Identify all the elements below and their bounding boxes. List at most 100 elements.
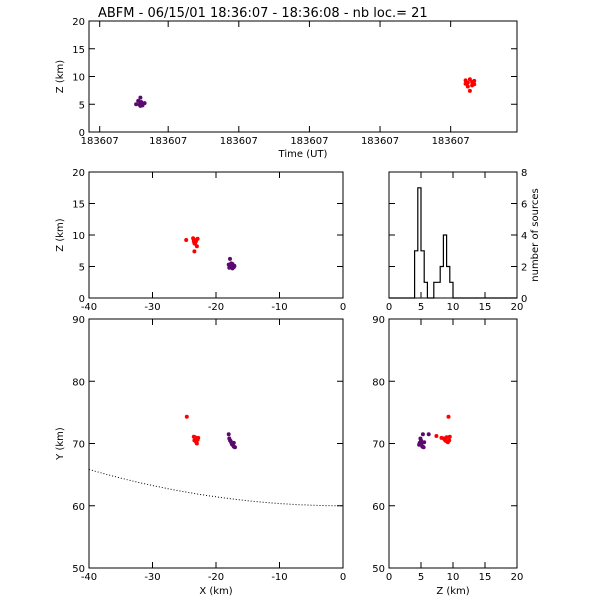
x-altitude-x-tick-label: -30 <box>144 302 160 313</box>
plan-xlabel: X (km) <box>199 586 232 597</box>
time-axis-tick-label: 183607 <box>432 136 470 147</box>
plan-x-tick-label: -20 <box>208 572 224 583</box>
histogram-x-tick-label: 0 <box>386 302 392 313</box>
time-altitude-series0-point <box>136 98 141 103</box>
time-altitude-frame <box>88 20 518 133</box>
x-altitude-y-tick-label: 20 <box>72 168 85 179</box>
figure-title: ABFM - 06/15/01 18:36:07 - 18:36:08 - nb… <box>98 6 428 21</box>
plan-y-tick-label: 90 <box>72 315 85 326</box>
plan-view-series1-point <box>184 414 189 419</box>
histogram-x-tick-label: 20 <box>511 302 524 313</box>
x-altitude-series1-point <box>192 249 197 254</box>
altitude-y-frame <box>388 318 518 569</box>
altitude-y-x-tick-label: 20 <box>511 572 524 583</box>
altitude-y-y-tick-label: 90 <box>372 315 385 326</box>
histogram-y-tick-label: 0 <box>521 294 527 305</box>
time-altitude-ylabel: Z (km) <box>55 60 66 93</box>
plan-view-series0-point <box>231 440 236 445</box>
altitude-y-series0-point <box>421 445 426 450</box>
x-altitude-series0-point <box>232 263 237 268</box>
altitude-y-series1-point <box>442 437 447 442</box>
histogram-x-tick-label: 5 <box>418 302 424 313</box>
histogram-y-tick-label: 6 <box>521 200 527 211</box>
plan-view-series0-point <box>233 445 237 450</box>
histogram-y-tick-label: 4 <box>521 231 527 242</box>
x-altitude-series1-point <box>194 244 199 249</box>
x-altitude-series1-point <box>184 238 189 242</box>
time-axis-tick-label: 183607 <box>81 136 119 147</box>
altitude-y-x-tick-label: 15 <box>479 572 492 583</box>
plan-view-series1-point <box>191 434 196 439</box>
x-altitude-y-tick-label: 15 <box>72 200 85 211</box>
x-altitude-frame <box>88 171 344 299</box>
histogram-y-tick-label: 2 <box>521 263 527 274</box>
altitude-y-series0-point <box>417 440 422 445</box>
time-altitude-y-tick-label: 20 <box>72 17 85 28</box>
altitude-y-series0-point <box>420 432 425 437</box>
altitude-y-y-tick-label: 70 <box>372 440 385 451</box>
altitude-y-series0-point <box>426 432 431 437</box>
plan-y-tick-label: 50 <box>72 564 85 575</box>
histogram-ylabel: number of sources <box>530 188 541 281</box>
altitude-y-series1-point <box>447 434 452 439</box>
altitude-y-x-tick-label: 10 <box>447 572 460 583</box>
time-axis-label: Time (UT) <box>278 149 328 160</box>
time-altitude-y-tick-label: 15 <box>72 45 85 56</box>
x-altitude-x-tick-label: -20 <box>208 302 224 313</box>
time-altitude-y-tick-label: 10 <box>72 73 85 84</box>
altitude-y-series1-point <box>445 440 450 445</box>
plan-ylabel: Y (km) <box>55 427 66 461</box>
histogram-y-tick-label: 8 <box>521 168 527 179</box>
x-altitude-series1-point <box>194 238 199 242</box>
histogram-x-tick-label: 10 <box>447 302 460 313</box>
x-altitude-y-tick-label: 10 <box>72 231 85 242</box>
histogram-step-line <box>389 187 517 299</box>
time-altitude-series0-point <box>138 102 143 107</box>
range-ring-0 <box>88 468 344 507</box>
time-altitude-series1-point <box>463 81 468 86</box>
altitude-y-y-tick-label: 50 <box>372 564 385 575</box>
plan-view-series0-point <box>228 439 233 443</box>
altitude-y-series1-point <box>446 414 451 419</box>
altitude-y-x-tick-label: 5 <box>418 572 424 583</box>
plan-y-tick-label: 80 <box>72 377 85 388</box>
histogram-frame <box>388 171 518 299</box>
x-altitude-x-tick-label: 0 <box>340 302 346 313</box>
plan-x-tick-label: -10 <box>271 572 287 583</box>
plan-x-tick-label: -40 <box>81 572 97 583</box>
altitude-y-x-tick-label: 0 <box>386 572 392 583</box>
x-altitude-y-tick-label: 0 <box>79 294 85 305</box>
time-altitude-y-tick-label: 0 <box>79 128 85 139</box>
time-altitude-series1-point <box>465 84 470 89</box>
time-altitude-series1-point <box>463 78 468 83</box>
time-axis-tick-label: 183607 <box>220 136 258 147</box>
plan-view-series1-point <box>194 441 199 446</box>
x-altitude-y-tick-label: 5 <box>79 263 85 274</box>
time-altitude-series1-point <box>472 82 477 87</box>
time-altitude-series0-point <box>134 102 139 107</box>
x-altitude-series1-point <box>191 236 196 241</box>
x-altitude-series0-point <box>228 256 232 261</box>
time-altitude-series1-point <box>467 77 472 82</box>
x-altitude-series1-point <box>192 241 197 246</box>
altitude-y-series0-point <box>418 436 423 441</box>
plan-view-series0-point <box>226 432 231 437</box>
time-axis-tick-label: 183607 <box>361 136 399 147</box>
time-altitude-series0-point <box>138 95 143 100</box>
plan-view-frame <box>88 318 344 569</box>
plan-y-tick-label: 70 <box>72 440 85 451</box>
altitude-y-y-tick-label: 60 <box>372 502 385 513</box>
time-axis-tick-label: 183607 <box>149 136 187 147</box>
x-altitude-ylabel: Z (km) <box>55 218 66 251</box>
plan-view-series1-point <box>196 435 201 440</box>
plan-x-tick-label: -30 <box>144 572 160 583</box>
altitude-y-y-tick-label: 80 <box>372 377 385 388</box>
x-altitude-x-tick-label: -40 <box>81 302 97 313</box>
altitude-y-xlabel: Z (km) <box>436 586 469 597</box>
time-altitude-y-tick-label: 5 <box>79 100 85 111</box>
altitude-y-series1-point <box>439 435 444 440</box>
time-altitude-series1-point <box>467 88 472 93</box>
x-altitude-x-tick-label: -10 <box>271 302 287 313</box>
altitude-y-series1-point <box>434 434 439 438</box>
